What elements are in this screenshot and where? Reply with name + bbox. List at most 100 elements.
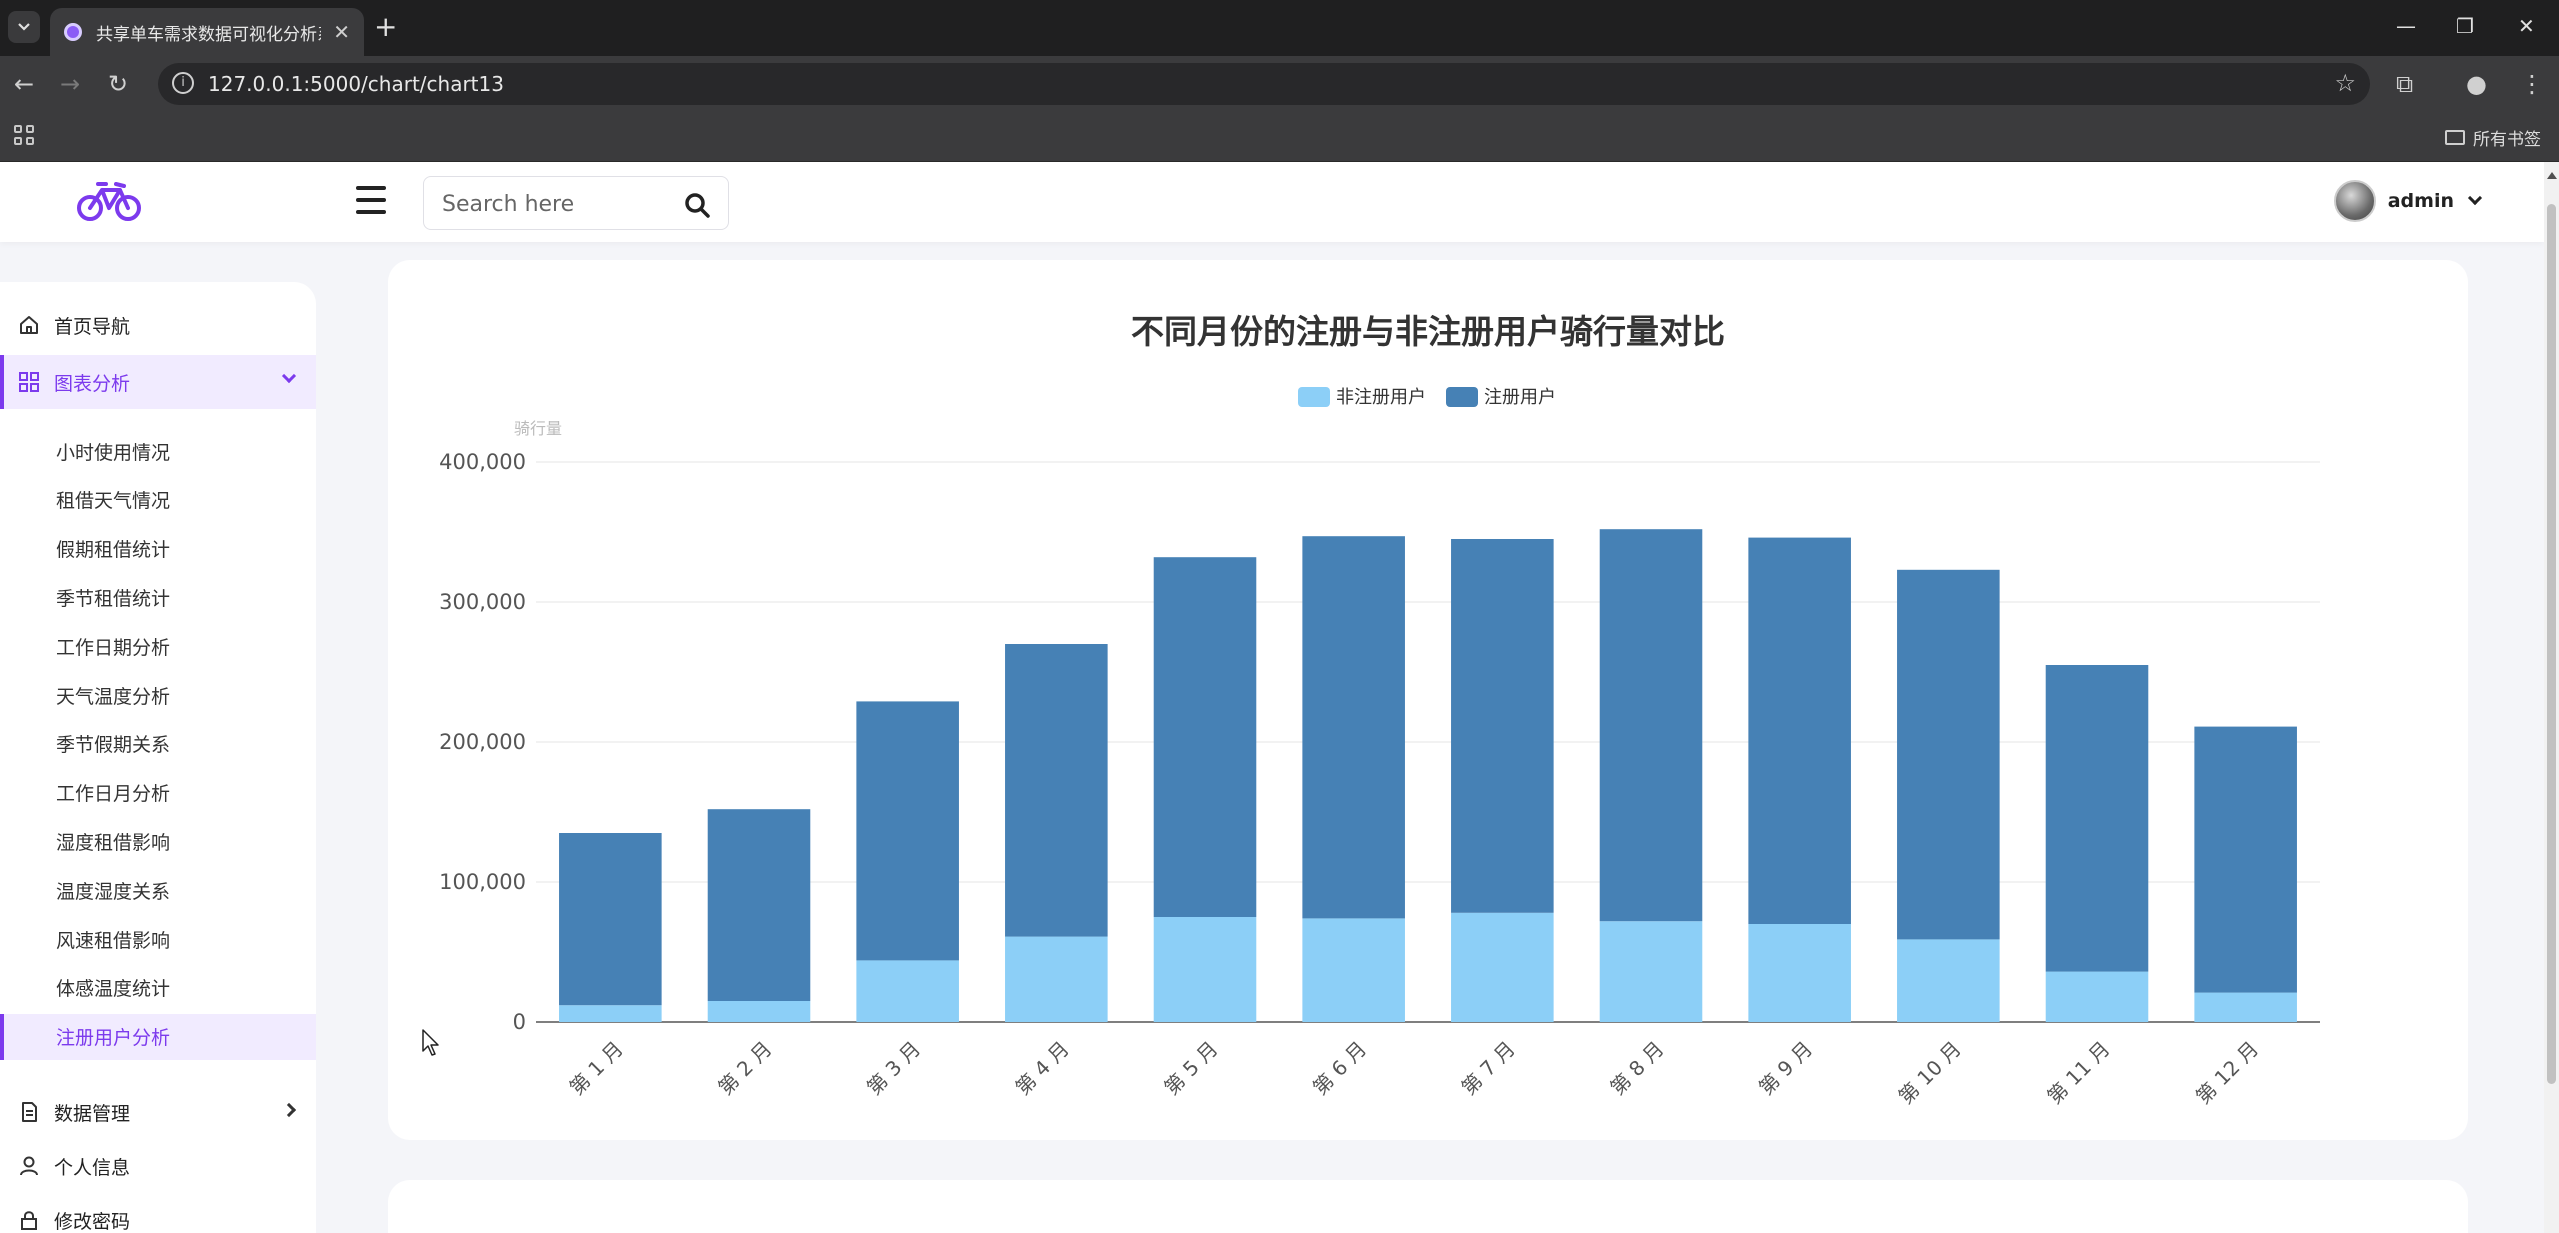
window-close-icon[interactable]: ✕	[2518, 14, 2535, 38]
tab-title: 共享单车需求数据可视化分析系统	[96, 24, 321, 45]
bookmarks-bar: 所有书签	[0, 112, 2559, 162]
y-tick-label: 400,000	[439, 450, 526, 474]
sidebar-subitem[interactable]: 季节租借统计	[0, 574, 316, 620]
bar-non-registered[interactable]	[1897, 939, 2000, 1022]
bar-non-registered[interactable]	[2045, 971, 2149, 1022]
x-tick-label: 第 1 月	[565, 1037, 628, 1100]
sidebar-subitem-label: 季节租借统计	[56, 587, 171, 610]
sidebar-subitem-label: 工作日期分析	[56, 636, 171, 659]
x-tick-label: 第 8 月	[1605, 1037, 1668, 1100]
menu-toggle-icon[interactable]	[356, 186, 386, 214]
sidebar-item-charts[interactable]: 图表分析	[0, 355, 316, 409]
legend-label[interactable]: 注册用户	[1484, 387, 1556, 408]
bar-chart: 不同月份的注册与非注册用户骑行量对比 非注册用户 注册用户 骑行量 0 100,00…	[439, 312, 2320, 1109]
bar-non-registered[interactable]	[1748, 924, 1851, 1022]
bar-registered[interactable]	[1599, 529, 1703, 922]
sidebar-subitem-label: 工作日月分析	[56, 783, 171, 806]
bar-non-registered[interactable]	[1599, 921, 1703, 1022]
tab-search-button[interactable]	[8, 11, 40, 43]
new-tab-button[interactable]: +	[374, 10, 398, 43]
sidebar-item-home[interactable]: 首页导航	[0, 298, 316, 352]
chart-bars	[559, 529, 2297, 1022]
browser-tab-active[interactable]: 共享单车需求数据可视化分析系统 ✕	[50, 8, 364, 56]
x-tick-label: 第 5 月	[1159, 1037, 1222, 1100]
bar-registered[interactable]	[1748, 537, 1851, 924]
extensions-icon[interactable]: ⧉	[2396, 70, 2414, 98]
bar-registered[interactable]	[1451, 539, 1554, 913]
y-tick-label: 0	[513, 1010, 526, 1034]
bar-registered[interactable]	[559, 833, 662, 1006]
user-menu[interactable]: admin	[2333, 180, 2483, 222]
x-tick-label: 第 6 月	[1308, 1037, 1371, 1100]
bicycle-logo-icon[interactable]	[76, 178, 142, 224]
close-tab-icon[interactable]: ✕	[333, 20, 350, 44]
y-tick-label: 300,000	[439, 590, 526, 614]
reload-icon[interactable]: ↻	[108, 70, 129, 98]
bar-non-registered[interactable]	[559, 1005, 662, 1022]
bar-registered[interactable]	[856, 701, 959, 961]
sidebar-subitem[interactable]: 小时使用情况	[0, 428, 316, 474]
folder-icon	[2445, 130, 2465, 145]
sidebar-subitem[interactable]: 工作日期分析	[0, 623, 316, 669]
bar-registered[interactable]	[707, 809, 811, 1001]
bar-non-registered[interactable]	[856, 960, 959, 1022]
legend-label[interactable]: 非注册用户	[1336, 387, 1426, 408]
lock-icon	[21, 1211, 37, 1230]
forward-icon[interactable]: →	[60, 70, 81, 98]
page-scrollbar[interactable]	[2544, 162, 2559, 1233]
sidebar-subitem[interactable]: 温度湿度关系	[0, 867, 316, 913]
legend-swatch[interactable]	[1298, 387, 1330, 407]
sidebar-item-label: 修改密码	[54, 1210, 131, 1233]
sidebar-subitem-label: 假期租借统计	[56, 539, 171, 562]
x-tick-label: 第 7 月	[1457, 1037, 1520, 1100]
bar-non-registered[interactable]	[1153, 917, 1257, 1022]
bar-non-registered[interactable]	[2194, 992, 2297, 1022]
all-bookmarks-label: 所有书签	[2473, 130, 2541, 150]
sidebar-subitem-label: 租借天气情况	[56, 490, 171, 513]
sidebar-subitem[interactable]: 湿度租借影响	[0, 818, 316, 864]
minimize-icon[interactable]: —	[2396, 14, 2416, 38]
bar-registered[interactable]	[1153, 557, 1257, 917]
scrollbar-thumb[interactable]	[2547, 204, 2556, 1084]
y-tick-label: 100,000	[439, 870, 526, 894]
bar-non-registered[interactable]	[1451, 912, 1554, 1022]
apps-grid-icon[interactable]	[14, 125, 34, 145]
bar-registered[interactable]	[1005, 644, 1108, 937]
sidebar-subitem[interactable]: 体感温度统计	[0, 965, 316, 1011]
app-header: admin	[0, 162, 2544, 242]
sidebar-subitem[interactable]: 工作日月分析	[0, 770, 316, 816]
sidebar-subitem-label: 小时使用情况	[56, 441, 171, 464]
all-bookmarks-button[interactable]: 所有书签	[2445, 125, 2541, 150]
bar-registered[interactable]	[2045, 665, 2149, 972]
sidebar-subitem[interactable]: 租借天气情况	[0, 477, 316, 523]
bar-registered[interactable]	[1897, 569, 2000, 940]
x-tick-label: 第 4 月	[1011, 1037, 1074, 1100]
restore-icon[interactable]: ❐	[2456, 14, 2474, 38]
profile-icon[interactable]: ●	[2466, 70, 2487, 98]
sidebar-subitem[interactable]: 假期租借统计	[0, 526, 316, 572]
bar-non-registered[interactable]	[1302, 918, 1405, 1022]
sidebar-subitem[interactable]: 天气温度分析	[0, 672, 316, 718]
bar-registered[interactable]	[1302, 536, 1405, 919]
search-input[interactable]	[442, 189, 672, 219]
search-icon[interactable]	[684, 192, 710, 218]
sidebar-item-profile[interactable]: 个人信息	[0, 1139, 316, 1193]
site-info-icon[interactable]: i	[172, 72, 194, 94]
sidebar-subitem-label: 季节假期关系	[56, 734, 171, 757]
bar-non-registered[interactable]	[707, 1001, 811, 1022]
sidebar-item-data-management[interactable]: 数据管理	[0, 1085, 316, 1139]
bar-non-registered[interactable]	[1005, 936, 1108, 1022]
sidebar-subitem[interactable]: 季节假期关系	[0, 721, 316, 767]
back-icon[interactable]: ←	[14, 70, 35, 98]
scroll-up-icon[interactable]	[2547, 172, 2557, 179]
sidebar-item-change-password[interactable]: 修改密码	[0, 1193, 316, 1233]
sidebar-subitem[interactable]: 注册用户分析	[0, 1013, 316, 1060]
x-tick-label: 第 3 月	[862, 1037, 925, 1100]
sidebar-subitem[interactable]: 风速租借影响	[0, 916, 316, 962]
chevron-down-icon	[2467, 190, 2483, 206]
more-menu-icon[interactable]: ⋮	[2520, 70, 2544, 98]
legend-swatch[interactable]	[1446, 387, 1478, 407]
address-bar[interactable]: i 127.0.0.1:5000/chart/chart13 ☆	[158, 63, 2370, 105]
bookmark-star-icon[interactable]: ☆	[2334, 69, 2356, 97]
bar-registered[interactable]	[2194, 726, 2297, 993]
